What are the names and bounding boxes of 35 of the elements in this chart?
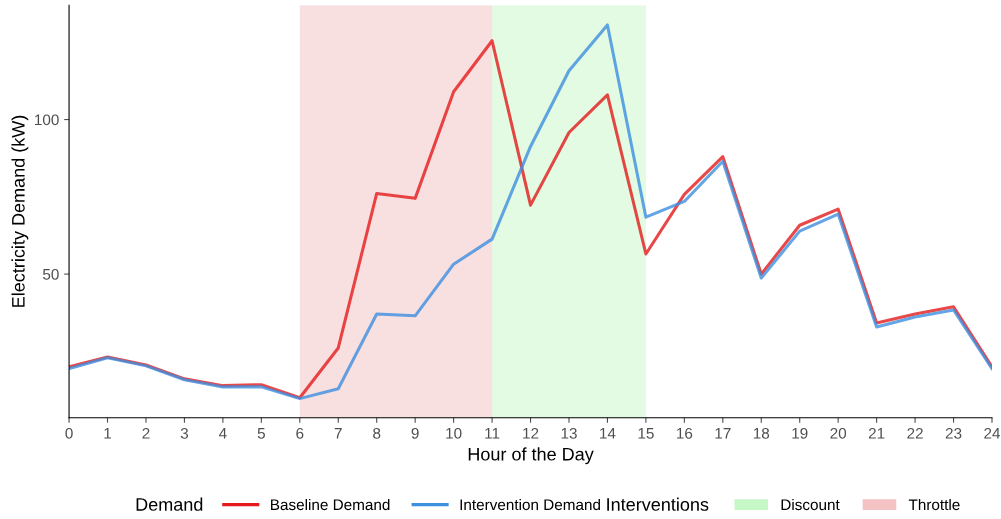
- y-tick-label: 50: [42, 268, 59, 280]
- x-tick-label: 16: [677, 427, 693, 439]
- x-tick-label: 11: [485, 428, 500, 439]
- x-tick-label: 4: [218, 428, 227, 439]
- legend-label: Intervention Demand: [460, 498, 600, 511]
- x-tick-label: 12: [523, 427, 539, 439]
- x-axis-title: Hour of the Day: [468, 447, 594, 465]
- x-tick-label: 14: [600, 428, 616, 439]
- x-tick-label: 2: [142, 427, 150, 439]
- x-tick-label: 1: [104, 428, 112, 439]
- text: Demand: [136, 497, 203, 511]
- x-tick-label: 6: [296, 427, 304, 439]
- legend-label: Baseline Demand: [271, 498, 390, 511]
- y-tick-label: 100: [35, 114, 59, 126]
- x-tick-label: 20: [830, 427, 847, 439]
- x-tick-label: 8: [373, 427, 381, 439]
- x-tick-label: 21: [868, 427, 885, 439]
- x-tick-label: 22: [907, 427, 923, 439]
- x-tick-label: 0: [65, 427, 73, 439]
- x-tick-label: 10: [446, 427, 462, 439]
- x-tick-label: 18: [753, 427, 770, 439]
- legend-label: Discount: [781, 498, 840, 511]
- x-tick-label: 7: [334, 428, 342, 439]
- x-tick-label: 9: [411, 427, 419, 439]
- x-tick-label: 3: [180, 427, 189, 439]
- x-tick-label: 19: [792, 427, 808, 439]
- x-tick-label: 23: [945, 427, 962, 439]
- legend-label: Throttle: [908, 498, 960, 511]
- x-tick-label: 13: [561, 427, 577, 439]
- text: Interventions: [607, 497, 709, 511]
- x-tick-label: 15: [638, 428, 654, 439]
- x-tick-label: 17: [715, 428, 731, 439]
- y-axis-title: Electricity Demand (kW): [11, 115, 29, 307]
- x-tick-label: 24: [984, 427, 1001, 439]
- x-tick-label: 5: [257, 428, 265, 439]
